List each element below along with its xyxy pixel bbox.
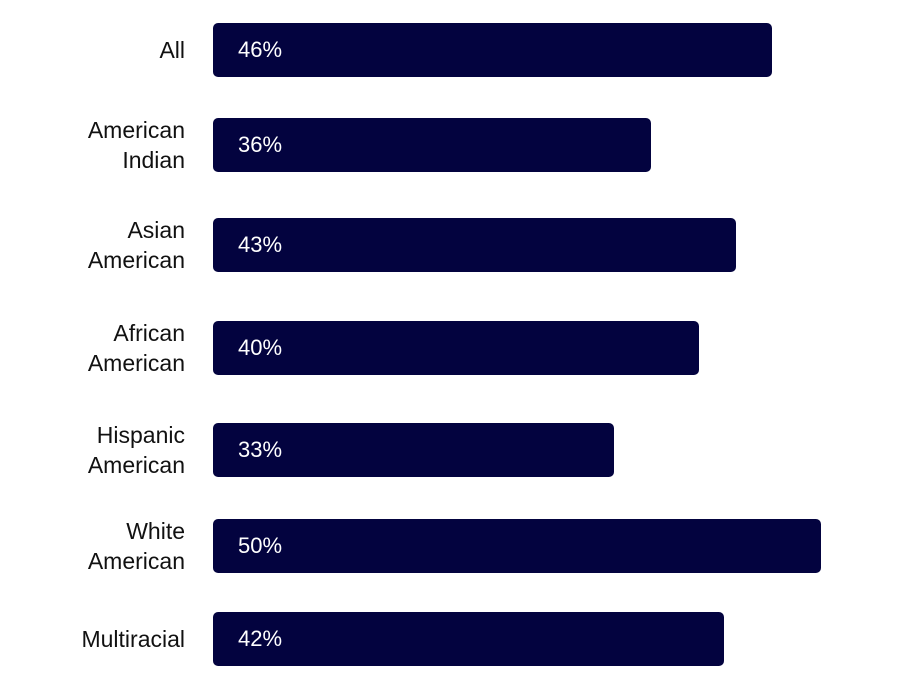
category-label: Asian American — [87, 217, 185, 273]
bar-value-label: 50% — [238, 533, 283, 558]
bar: 50% — [213, 519, 821, 573]
bar: 42% — [213, 612, 724, 666]
bar: 33% — [213, 423, 615, 477]
bar-value-label: 43% — [238, 232, 283, 257]
bar-value-label: 36% — [238, 132, 283, 157]
bar-row: American Indian 36% — [0, 117, 918, 173]
category-label: White American — [87, 518, 185, 574]
bar: 40% — [213, 321, 700, 375]
bar-value-label: 33% — [238, 437, 283, 462]
bar: 46% — [213, 23, 773, 77]
bar-row: Multiracial 42% — [0, 612, 918, 666]
bar-value-label: 40% — [238, 335, 283, 360]
category-label: Hispanic American — [87, 422, 185, 478]
category-label: American Indian — [87, 117, 185, 173]
bar-value-label: 42% — [238, 626, 283, 651]
category-label: Multiracial — [81, 626, 185, 652]
bar-row: Hispanic American 33% — [0, 422, 918, 478]
bar: 43% — [213, 218, 736, 272]
bar-value-label: 46% — [238, 37, 283, 62]
category-label: All — [159, 37, 185, 63]
bar: 36% — [213, 118, 651, 172]
bar-row: All 46% — [0, 23, 918, 77]
bar-row: White American 50% — [0, 518, 918, 574]
bar-row: African American 40% — [0, 320, 918, 376]
category-label: African American — [87, 320, 185, 376]
bar-row: Asian American 43% — [0, 217, 918, 273]
